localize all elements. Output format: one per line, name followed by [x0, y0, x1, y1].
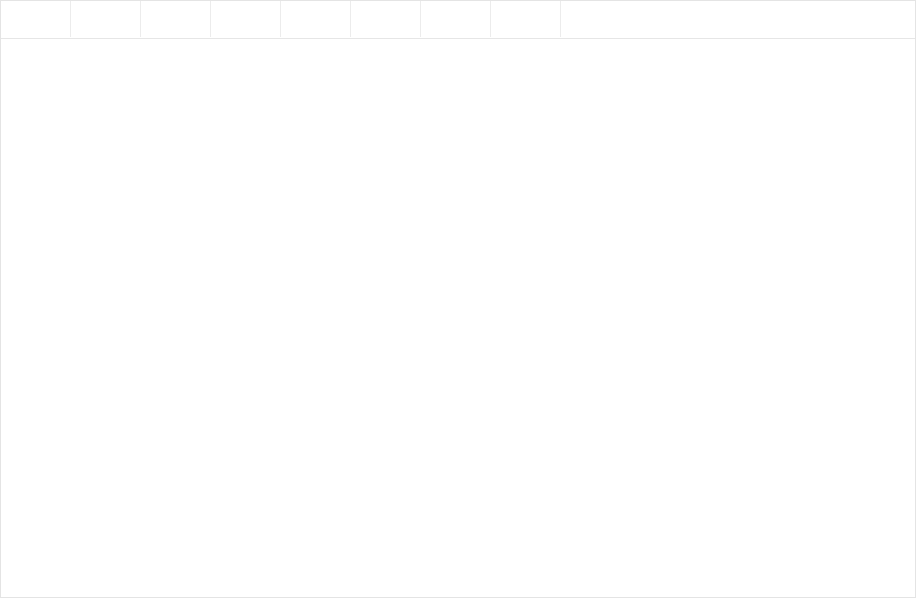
macd-legend [15, 467, 47, 482]
tab-month[interactable] [141, 1, 211, 37]
tab-15min[interactable] [281, 1, 351, 37]
tab-week[interactable] [71, 1, 141, 37]
tab-30min[interactable] [351, 1, 421, 37]
tab-5min[interactable] [211, 1, 281, 37]
timeframe-toolbar [1, 1, 915, 39]
tab-day[interactable] [1, 1, 71, 37]
ma-legend [9, 63, 41, 78]
ohlc-legend [9, 45, 58, 60]
tab-4hour[interactable] [491, 1, 561, 37]
tab-60min[interactable] [421, 1, 491, 37]
